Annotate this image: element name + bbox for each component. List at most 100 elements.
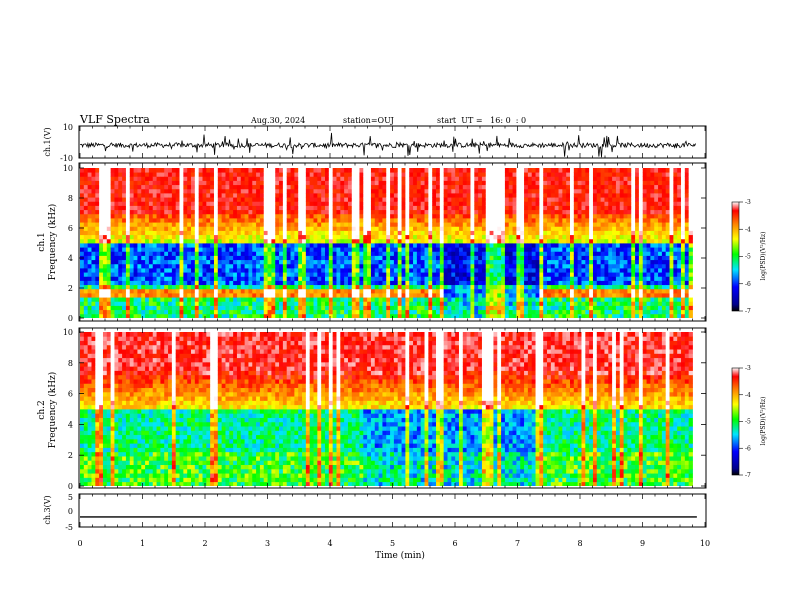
ch1-spectrogram-cell: [252, 259, 257, 265]
ch1-spectrogram-cell: [443, 251, 448, 256]
ch1-spectrogram-cell: [340, 272, 345, 277]
ch1-spectrogram-cell: [363, 226, 368, 231]
ch1-spectrogram-cell: [271, 272, 276, 277]
ch1-spectrogram-cell: [183, 243, 188, 248]
ch1-spectrogram-cell: [168, 259, 173, 265]
ch1-spectrogram-cell: [202, 305, 207, 311]
ch1-spectrogram-cell: [543, 176, 548, 181]
ch1-spectrogram-cell: [344, 301, 349, 306]
ch1-spectrogram-cell: [386, 243, 391, 248]
ch1-spectrogram-cell: [367, 251, 372, 256]
ch1-spectrogram-cell: [447, 259, 452, 265]
ch1-spectrogram-cell: [401, 268, 406, 273]
ch1-spectrogram-cell: [550, 259, 556, 265]
ch1-spectrogram-cell: [508, 305, 513, 311]
ch1-spectrogram-cell: [210, 197, 215, 202]
ch1-spectrogram-cell: [294, 222, 299, 227]
ch1-spectrogram-cell: [91, 226, 96, 231]
ch1-spectrogram-cell: [336, 255, 341, 261]
ch1-spectrogram-cell: [470, 205, 475, 211]
ch1-spectrogram-cell: [145, 197, 150, 202]
ch1-spectrogram-cell: [248, 176, 253, 181]
ch1-spectrogram-cell: [432, 180, 437, 186]
ch1-spectrogram-cell: [363, 184, 368, 190]
ch1-spectrogram-cell: [325, 238, 330, 244]
ch1-spectrogram-cell: [570, 188, 575, 194]
ch1-spectrogram-cell: [267, 251, 272, 256]
ch1-spectrogram-cell: [290, 188, 295, 194]
ch1-spectrogram-cell: [577, 305, 582, 311]
ch1-spectrogram-cell: [133, 226, 138, 231]
ch1-spectrogram-cell: [168, 276, 173, 281]
ch1-spectrogram-cell: [217, 188, 223, 194]
ch1-spectrogram-cell: [577, 263, 582, 269]
ch1-spectrogram-cell: [527, 301, 533, 306]
ch1-spectrogram-cell: [125, 168, 131, 173]
ch1-spectrogram-cell: [125, 305, 131, 311]
ch1-spectrogram-cell: [210, 276, 215, 281]
ch1-spectrogram-cell: [160, 234, 165, 240]
ch1-spectrogram-cell: [129, 259, 134, 265]
ch1-spectrogram-cell: [436, 284, 441, 290]
ch1-spectrogram-cell: [374, 297, 379, 302]
ch1-spectrogram-cell: [95, 238, 100, 244]
ch1-spectrogram-cell: [294, 226, 299, 231]
ch1-spectrogram-cell: [531, 238, 536, 244]
ch1-spectrogram-cell: [405, 309, 410, 315]
ch1-spectrogram-cell: [428, 222, 433, 227]
ch1-spectrogram-cell: [562, 268, 567, 273]
ch1-spectrogram-cell: [168, 301, 173, 306]
ch1-spectrogram-cell: [332, 243, 337, 248]
ch1-spectrogram-cell: [187, 251, 192, 256]
ch1-spectrogram-cell: [390, 309, 395, 315]
ch1-spectrogram-cell: [240, 251, 246, 256]
ch1-spectrogram-cell: [302, 197, 307, 202]
ch1-spectrogram-cell: [550, 243, 556, 248]
ch1-spectrogram-cell: [363, 251, 368, 256]
ch1-spectrogram-cell: [424, 226, 429, 231]
ch1-spectrogram-cell: [570, 201, 575, 206]
ch1-spectrogram-cell: [455, 172, 460, 177]
ch1-spectrogram-cell: [137, 201, 142, 206]
ch1-spectrogram-cell: [550, 301, 556, 306]
ch1-spectrogram-cell: [424, 213, 429, 219]
ch1-spectrogram-cell: [558, 197, 563, 202]
ch1-spectrogram-cell: [550, 293, 556, 298]
ch1-spectrogram-cell: [244, 243, 249, 248]
ch1-spectrogram-cell: [451, 230, 456, 236]
ch1-spectrogram-cell: [592, 268, 598, 273]
ch1-spectrogram-cell: [240, 268, 246, 273]
ch1-spectrogram-cell: [566, 280, 571, 286]
ch1-spectrogram-cell: [401, 209, 406, 215]
ch1-spectrogram-cell: [263, 301, 268, 306]
ch1-spectrogram-cell: [355, 243, 360, 248]
ch1-spectrogram-cell: [424, 238, 429, 244]
ch1-spectrogram-cell: [351, 188, 357, 194]
ch1-spectrogram-cell: [313, 276, 318, 281]
ch1-spectrogram-cell: [114, 213, 119, 219]
ch1-spectrogram-cell: [428, 176, 433, 181]
ch1-spectrogram-cell: [600, 168, 605, 173]
ch1-spectrogram-cell: [171, 230, 177, 236]
ch1-spectrogram-cell: [321, 284, 326, 290]
ch1-spectrogram-cell: [573, 309, 579, 315]
ch1-spectrogram-cell: [397, 255, 402, 261]
ch1-spectrogram-cell: [535, 243, 540, 248]
ch1-spectrogram-cell: [581, 301, 586, 306]
ch1-spectrogram-cell: [501, 168, 506, 173]
ch1-spectrogram-cell: [298, 297, 303, 302]
ch1-spectrogram-cell: [267, 188, 272, 194]
ch1-spectrogram-cell: [198, 193, 203, 198]
ch1-spectrogram-cell: [168, 172, 173, 177]
ch1-spectrogram-cell: [577, 234, 582, 240]
ch1-spectrogram-cell: [148, 176, 154, 181]
ch1-spectrogram-cell: [344, 234, 349, 240]
ch1-spectrogram-cell: [447, 213, 452, 219]
ch1-spectrogram-cell: [321, 280, 326, 286]
ch1-spectrogram-cell: [267, 218, 272, 223]
ch1-spectrogram-cell: [145, 243, 150, 248]
ch1-spectrogram-cell: [114, 188, 119, 194]
ch1-spectrogram-cell: [451, 234, 456, 240]
ch1-spectrogram-cell: [225, 268, 230, 273]
ch1-spectrogram-cell: [145, 251, 150, 256]
